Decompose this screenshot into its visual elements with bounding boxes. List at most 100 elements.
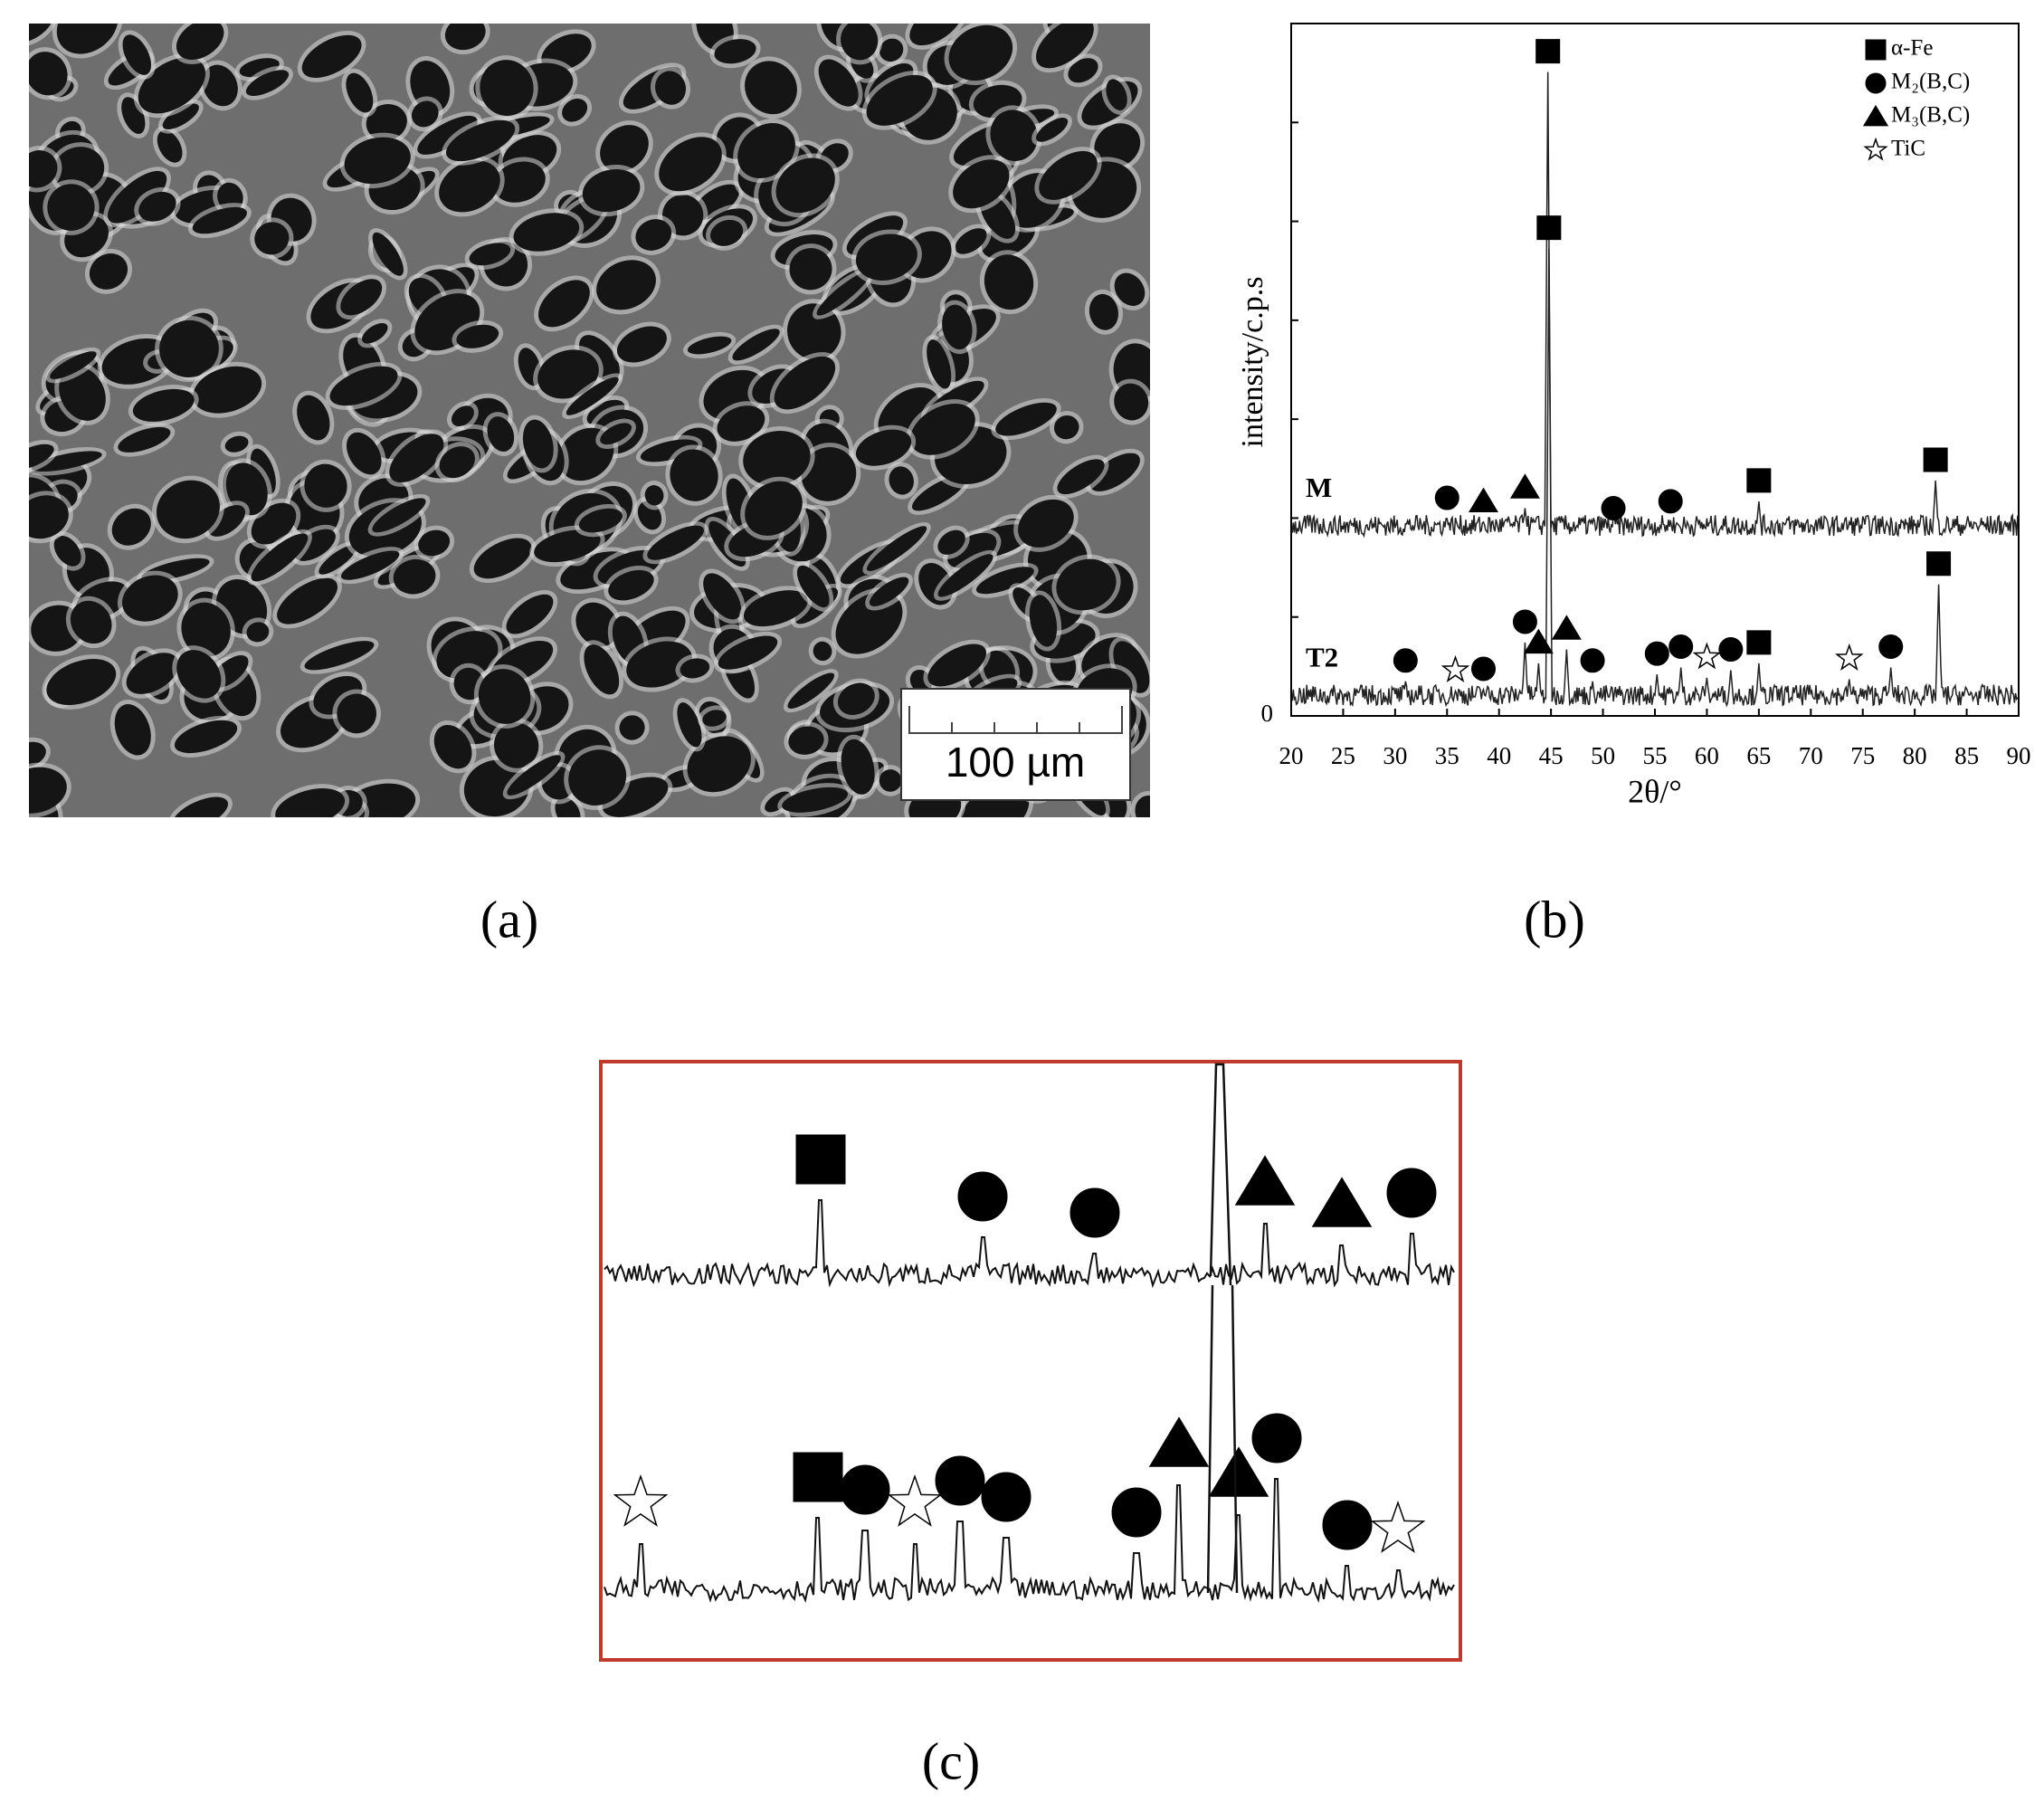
pore (346, 432, 382, 475)
pore (687, 336, 732, 355)
pore (50, 351, 97, 379)
y-axis-label: intensity/c.p.s (1236, 277, 1269, 448)
pore (463, 759, 529, 817)
marker-circle (981, 1472, 1032, 1522)
pore (433, 724, 472, 769)
pore (29, 767, 67, 814)
legend-label: M₃(B,C) (1891, 103, 1970, 128)
pore (176, 24, 224, 61)
marker-circle (1601, 496, 1626, 520)
pore (29, 150, 58, 188)
pore (254, 222, 290, 255)
pore (138, 191, 176, 222)
pore (107, 170, 167, 224)
marker-circle (1644, 641, 1669, 666)
marker-square (1536, 215, 1562, 241)
pore (1068, 58, 1098, 83)
pore (275, 788, 346, 817)
marker-triangle (1523, 628, 1554, 654)
pore (619, 715, 645, 740)
pore (841, 739, 875, 795)
pore (600, 125, 649, 172)
x-tick-label: 50 (1591, 742, 1615, 769)
pore (439, 446, 475, 479)
scale-bar-label: 100 µm (946, 739, 1085, 786)
x-tick-label: 25 (1331, 742, 1355, 769)
marker-circle (1878, 634, 1904, 659)
marker-square (1923, 447, 1948, 472)
pore (975, 567, 1034, 595)
pore (796, 565, 830, 608)
pore (927, 339, 952, 389)
pore (193, 366, 262, 414)
pore (172, 796, 229, 817)
pore (138, 57, 206, 114)
pore (301, 34, 362, 79)
pore (478, 669, 531, 724)
pore (202, 64, 238, 107)
pore (787, 303, 841, 360)
pore (788, 726, 824, 755)
marker-square (1926, 551, 1952, 577)
pore (393, 558, 436, 595)
pore (789, 248, 832, 291)
pore (372, 498, 426, 533)
pore (361, 323, 388, 344)
marker-circle (1251, 1413, 1302, 1464)
pore (578, 508, 623, 533)
pore (1113, 641, 1150, 693)
pore (156, 480, 220, 539)
pore (937, 529, 965, 555)
pore (29, 443, 54, 470)
marker-star (1370, 1501, 1426, 1553)
pore (456, 324, 499, 348)
sem-image (29, 24, 1150, 817)
marker-circle (1070, 1187, 1120, 1238)
pore (600, 423, 632, 445)
xrd-chart: 20 25 30 35 40 45 50 55 60 65 70 75 80 85 90 0 2θ/° inten… (1236, 23, 2031, 809)
pore (640, 439, 699, 462)
pore (841, 24, 879, 61)
zoom-detail (604, 1063, 1455, 1603)
pore (855, 234, 917, 281)
pore (126, 653, 179, 694)
pore (111, 508, 151, 546)
pore (818, 59, 859, 107)
x-tick-label: 55 (1643, 742, 1668, 769)
pore (304, 463, 347, 508)
marker-circle (1668, 634, 1694, 659)
marker-star (1863, 137, 1888, 161)
marker-star (1692, 642, 1722, 670)
pore (1039, 150, 1098, 200)
x-tick-label: 60 (1695, 742, 1719, 769)
pore (1089, 293, 1119, 330)
legend-label: M₂(B,C) (1891, 70, 1970, 94)
pore (480, 60, 534, 116)
pore (29, 495, 69, 539)
pore (329, 366, 398, 406)
pore (703, 573, 742, 620)
pore (53, 535, 81, 567)
pore (56, 24, 119, 54)
pore (1018, 499, 1074, 548)
legend-label: α-Fe (1891, 36, 1933, 61)
pore (1089, 453, 1140, 491)
pore (953, 159, 1010, 209)
pore (937, 554, 993, 597)
marker-triangle (1148, 1416, 1210, 1467)
pore (745, 61, 797, 115)
pore (346, 72, 374, 113)
pore (927, 644, 987, 687)
pore (687, 736, 751, 793)
pore (1135, 796, 1150, 817)
marker-circle (1386, 1168, 1437, 1218)
legend-label: TiC (1891, 137, 1925, 161)
pore (566, 377, 619, 415)
pore (714, 39, 756, 64)
x-tick-label: 70 (1799, 742, 1823, 769)
marker-circle (1322, 1500, 1373, 1550)
marker-square (1746, 468, 1772, 493)
pore (562, 98, 588, 122)
pore (866, 526, 927, 571)
pore (344, 137, 411, 185)
